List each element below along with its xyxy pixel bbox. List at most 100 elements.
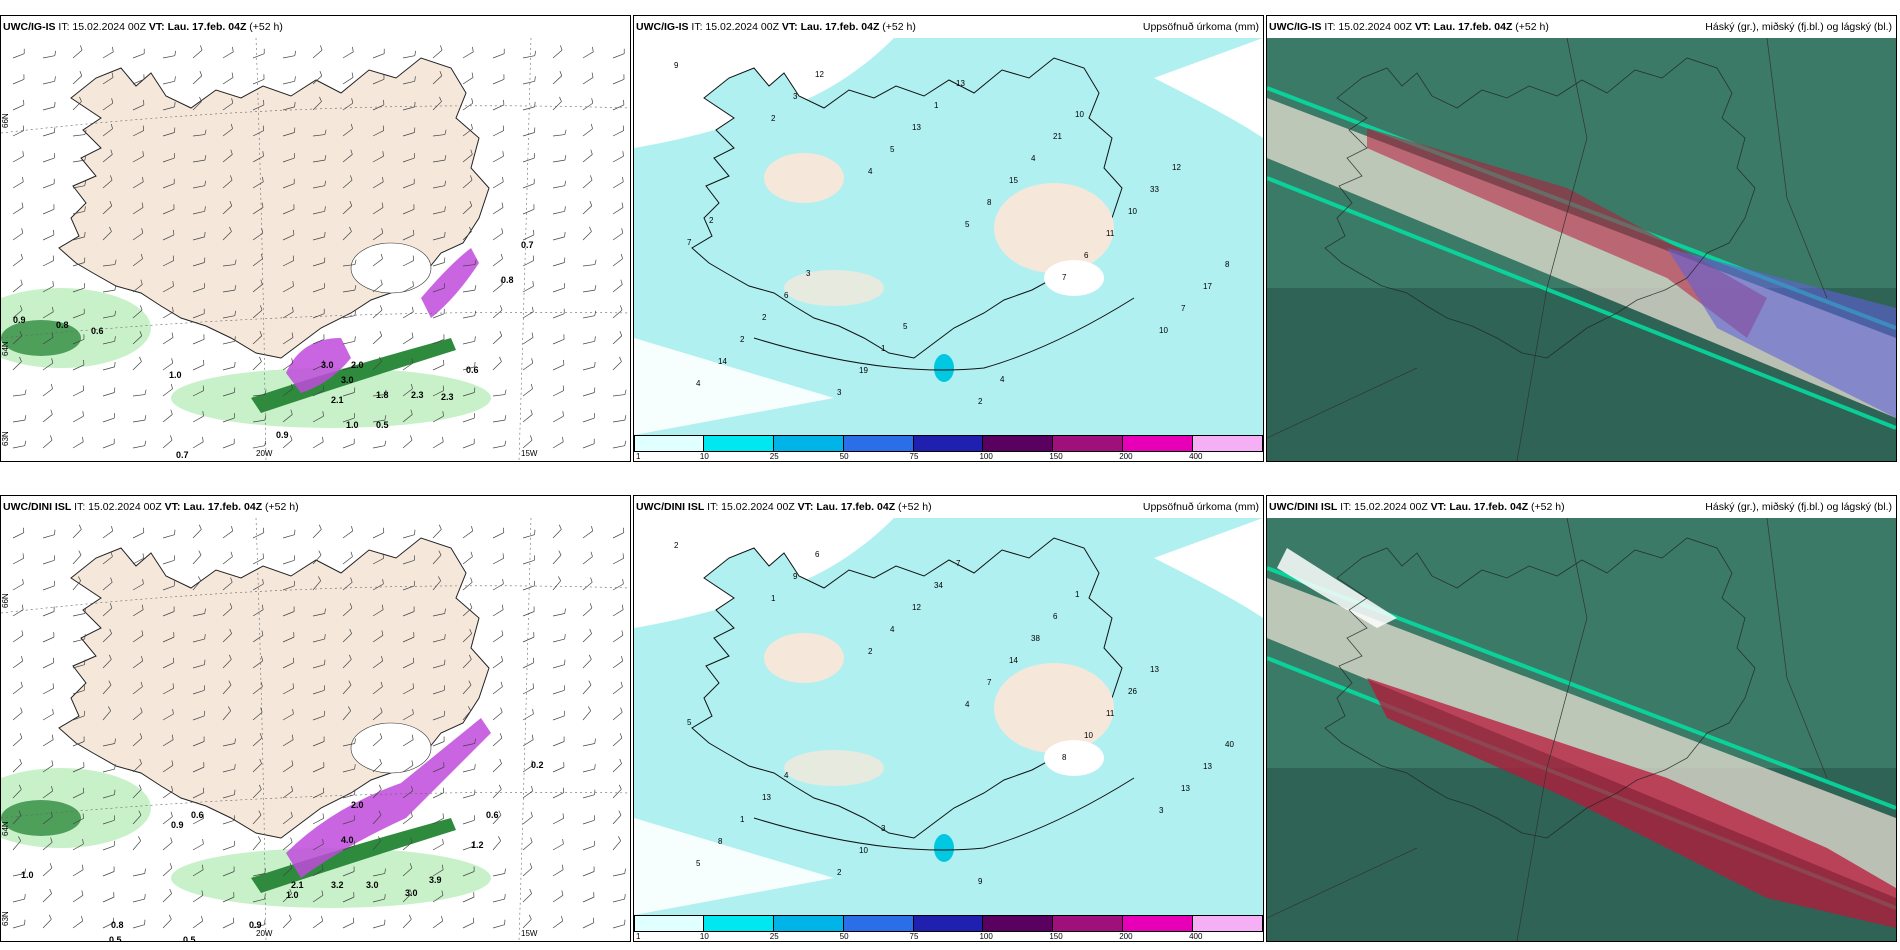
panel-header: UWC/DINI ISL IT: 15.02.2024 00Z VT: Lau.… (3, 501, 299, 513)
precip-value-label: 5 (903, 322, 908, 331)
panel-cloud-row1: UWC/IG-IS IT: 15.02.2024 00Z VT: Lau. 17… (1266, 15, 1897, 462)
colorbar-swatch (773, 915, 844, 932)
wind-value-label: 0.9 (171, 820, 184, 830)
wind-value-label: 0.5 (109, 935, 122, 941)
precip-value-label: 11 (1106, 229, 1115, 238)
precip-value-label: 2 (868, 647, 873, 656)
precip-value-label: 1 (881, 344, 886, 353)
colorbar-outline (634, 435, 1263, 452)
wind-value-label: 0.6 (466, 365, 479, 375)
wind-value-label: 0.9 (249, 920, 262, 930)
panel-header: UWC/IG-IS IT: 15.02.2024 00Z VT: Lau. 17… (634, 16, 1263, 38)
precip-value-label: 19 (859, 366, 868, 375)
colorbar-swatch (634, 915, 704, 932)
precip-value-label: 38 (1031, 634, 1040, 643)
colorbar-swatch (1053, 435, 1124, 452)
precip-value-label: 2 (762, 313, 767, 322)
wind-value-label: 1.2 (471, 840, 484, 850)
precip-value-label: 1 (740, 815, 745, 824)
colorbar-tick-label: 400 (1189, 932, 1203, 941)
precip-value-label: 3 (1159, 806, 1164, 815)
wind-value-label: 0.8 (501, 275, 514, 285)
axis-label: 63N (1, 911, 10, 926)
wind-value-label: 2.1 (291, 880, 304, 890)
precip-value-label: 12 (1172, 163, 1181, 172)
precip-map: 2 1 2 4 8 3 5 9 4 7 10 13 8 6 12 14 11 13 1 2 34 38 26 40 13 10 7 6… (634, 518, 1263, 941)
precip-value-label: 3 (793, 92, 798, 101)
precip-value-label: 14 (1009, 656, 1018, 665)
panel-header: UWC/IG-IS IT: 15.02.2024 00Z VT: Lau. 17… (3, 21, 283, 33)
precip-value-label: 1 (934, 101, 939, 110)
wind-value-label: 3.9 (429, 875, 442, 885)
wind-value-label: 0.6 (91, 326, 104, 336)
precip-value-label: 13 (1203, 762, 1212, 771)
precip-colorbar: 1 10 25 50 75 100 150 200 400 (634, 915, 1263, 941)
wind-value-label: 2.3 (441, 392, 454, 402)
precip-value-label: 3 (837, 388, 842, 397)
wind-value-label: 1.0 (169, 370, 182, 380)
precip-value-label: 6 (1053, 612, 1058, 621)
wind-value-label: 2.3 (411, 390, 424, 400)
axis-label: 15W (521, 449, 538, 458)
colorbar-tick-label: 1 (636, 452, 641, 461)
precip-value-label: 6 (815, 550, 820, 559)
precip-value-label: 13 (1181, 784, 1190, 793)
panel-subtitle: Uppsöfnuð úrkoma (mm) (1142, 21, 1259, 33)
colorbar-tick-label: 50 (839, 932, 849, 941)
precip-value-label: 13 (1150, 665, 1159, 674)
wind-value-label: 0.7 (176, 450, 189, 460)
wind-value-label: 2.0 (351, 800, 364, 810)
precip-value-label: 3 (806, 269, 811, 278)
precip-value-label: 9 (978, 877, 983, 886)
precip-value-label: 5 (696, 859, 701, 868)
cloud-map (1267, 518, 1896, 941)
precip-value-label: 2 (674, 541, 679, 550)
wind-value-label: 0.8 (111, 920, 124, 930)
axis-label: 64N (1, 341, 10, 356)
precip-value-label: 17 (1203, 282, 1212, 291)
precip-value-label: 4 (784, 771, 789, 780)
precip-value-label: 5 (890, 145, 895, 154)
colorbar-swatch (1053, 915, 1124, 932)
panel-subtitle: Háský (gr.), miðský (fj.bl.) og lágský (… (1705, 21, 1892, 33)
precip-value-label: 13 (912, 123, 921, 132)
panel-subtitle: Uppsöfnuð úrkoma (mm) (1142, 501, 1259, 513)
precip-value-label: 4 (1000, 375, 1005, 384)
colorbar-tick-label: 75 (909, 932, 919, 941)
wind-value-label: 0.6 (191, 810, 204, 820)
precip-value-label: 7 (1062, 273, 1067, 282)
precip-value-label: 7 (1181, 304, 1186, 313)
precip-value-label: 5 (687, 718, 692, 727)
precip-value-label: 2 (837, 868, 842, 877)
axis-label: 66N (1, 593, 10, 608)
panel-header: UWC/IG-IS IT: 15.02.2024 00Z VT: Lau. 17… (1267, 16, 1896, 38)
precip-value-label: 40 (1225, 740, 1234, 749)
wind-value-label: 3.0 (405, 888, 418, 898)
colorbar-tick-label: 150 (1049, 452, 1063, 461)
colorbar-swatch (983, 435, 1054, 452)
precip-value-label: 4 (868, 167, 873, 176)
colorbar-tick-label: 1 (636, 932, 641, 941)
precip-value-label: 4 (965, 700, 970, 709)
wind-value-label: 1.0 (21, 870, 34, 880)
precip-value-label: 1 (1075, 590, 1080, 599)
precip-value-label: 4 (1031, 154, 1036, 163)
colorbar-tick-label: 50 (839, 452, 849, 461)
axis-label: 20W (256, 929, 273, 938)
colorbar-tick-label: 25 (769, 452, 779, 461)
colorbar-swatch (983, 915, 1054, 932)
precip-value-label: 2 (740, 335, 745, 344)
precip-value-label: 8 (987, 198, 992, 207)
colorbar-tick-label: 10 (699, 932, 709, 941)
precip-value-label: 7 (956, 559, 961, 568)
precip-value-label: 9 (674, 61, 679, 70)
precip-value-label: 21 (1053, 132, 1062, 141)
precip-value-label: 8 (1225, 260, 1230, 269)
precip-value-label: 13 (762, 793, 771, 802)
cloud-map (1267, 38, 1896, 461)
wind-value-label: 0.5 (376, 420, 389, 430)
wind-value-label: 2.0 (351, 360, 364, 370)
precip-value-label: 7 (987, 678, 992, 687)
precip-value-label: 8 (1062, 753, 1067, 762)
precip-value-label: 12 (815, 70, 824, 79)
